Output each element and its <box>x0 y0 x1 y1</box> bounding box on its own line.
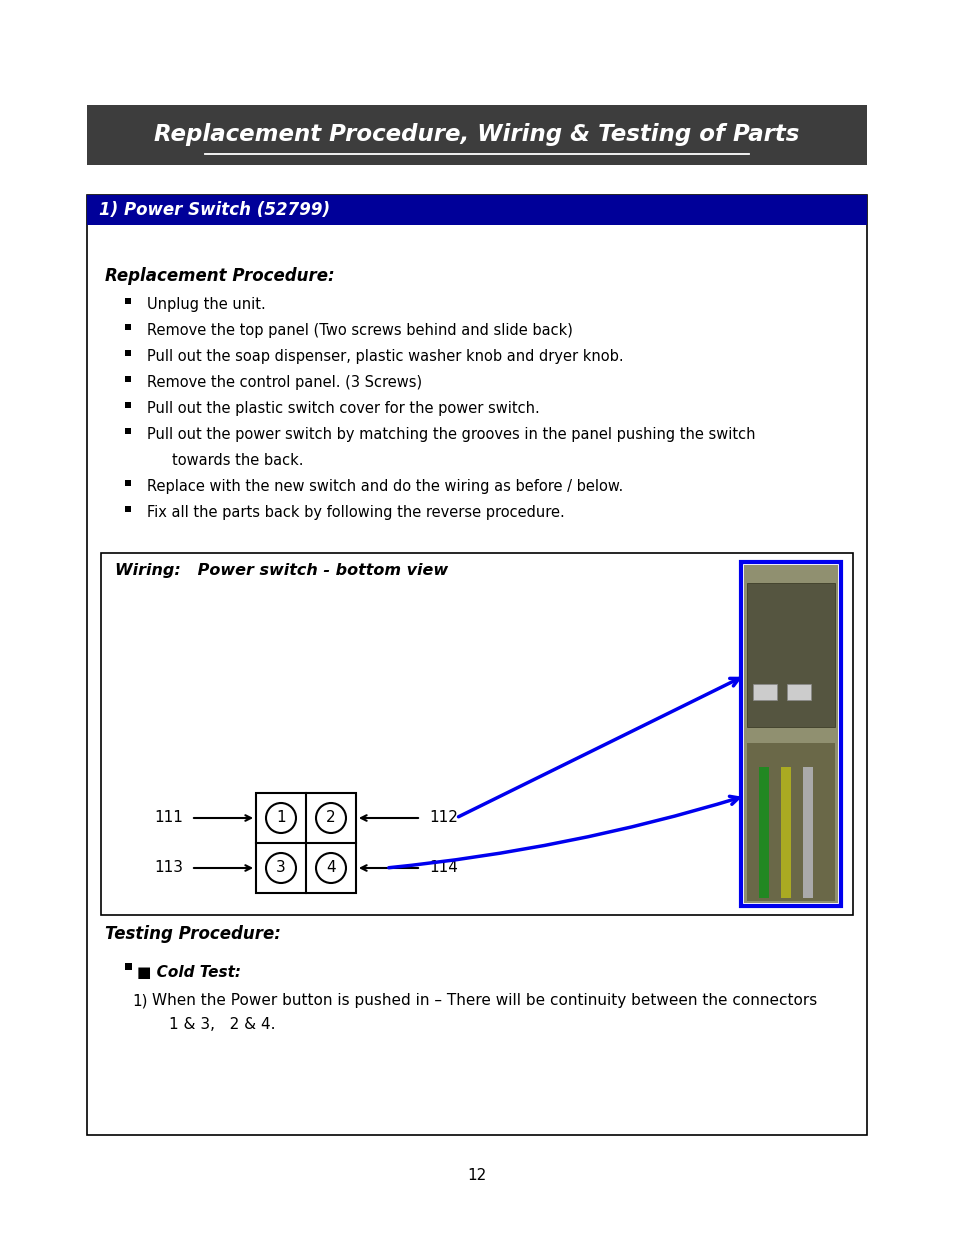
Bar <box>125 403 131 408</box>
Bar <box>752 684 776 699</box>
Bar <box>125 963 132 969</box>
Text: 3: 3 <box>275 861 286 876</box>
Text: 2: 2 <box>326 810 335 825</box>
Text: ■ Cold Test:: ■ Cold Test: <box>137 965 241 981</box>
Bar <box>743 564 837 903</box>
Text: Remove the top panel (Two screws behind and slide back): Remove the top panel (Two screws behind … <box>147 324 572 338</box>
Text: Remove the control panel. (3 Screws): Remove the control panel. (3 Screws) <box>147 375 421 390</box>
Bar <box>746 742 834 902</box>
Bar <box>125 324 131 330</box>
Bar <box>101 553 852 915</box>
Bar <box>125 506 131 513</box>
Text: 1) Power Switch (52799): 1) Power Switch (52799) <box>99 201 330 219</box>
Text: 113: 113 <box>153 861 183 876</box>
Bar <box>87 195 866 1135</box>
Text: Replacement Procedure:: Replacement Procedure: <box>105 267 335 285</box>
Text: Replacement Procedure, Wiring & Testing of Parts: Replacement Procedure, Wiring & Testing … <box>154 124 799 147</box>
Text: 112: 112 <box>429 810 457 825</box>
Bar <box>781 767 790 898</box>
Bar <box>125 298 131 304</box>
Bar <box>87 195 866 225</box>
Text: Fix all the parts back by following the reverse procedure.: Fix all the parts back by following the … <box>147 505 564 520</box>
Text: Unplug the unit.: Unplug the unit. <box>147 296 266 312</box>
Text: 1): 1) <box>132 993 148 1008</box>
Text: When the Power button is pushed in – There will be continuity between the connec: When the Power button is pushed in – The… <box>152 993 817 1008</box>
Text: 114: 114 <box>429 861 457 876</box>
Bar <box>255 793 355 893</box>
Bar <box>802 767 812 898</box>
Bar <box>125 350 131 356</box>
Text: 1 & 3,   2 & 4.: 1 & 3, 2 & 4. <box>169 1016 275 1032</box>
Text: 4: 4 <box>326 861 335 876</box>
Text: Wiring:   Power switch - bottom view: Wiring: Power switch - bottom view <box>115 563 448 578</box>
Text: Testing Procedure:: Testing Procedure: <box>105 925 280 944</box>
Text: 111: 111 <box>154 810 183 825</box>
Bar <box>125 375 131 382</box>
Text: Pull out the soap dispenser, plastic washer knob and dryer knob.: Pull out the soap dispenser, plastic was… <box>147 350 623 364</box>
Text: 1: 1 <box>276 810 286 825</box>
Bar <box>740 562 841 906</box>
Text: Pull out the power switch by matching the grooves in the panel pushing the switc: Pull out the power switch by matching th… <box>147 427 755 442</box>
Bar <box>746 583 834 727</box>
Text: 12: 12 <box>467 1167 486 1182</box>
Bar <box>125 480 131 487</box>
Bar <box>759 767 768 898</box>
Text: towards the back.: towards the back. <box>172 453 303 468</box>
Bar <box>786 684 810 699</box>
Text: Replace with the new switch and do the wiring as before / below.: Replace with the new switch and do the w… <box>147 479 622 494</box>
Bar <box>87 105 866 165</box>
Text: Pull out the plastic switch cover for the power switch.: Pull out the plastic switch cover for th… <box>147 401 539 416</box>
Bar <box>125 429 131 433</box>
